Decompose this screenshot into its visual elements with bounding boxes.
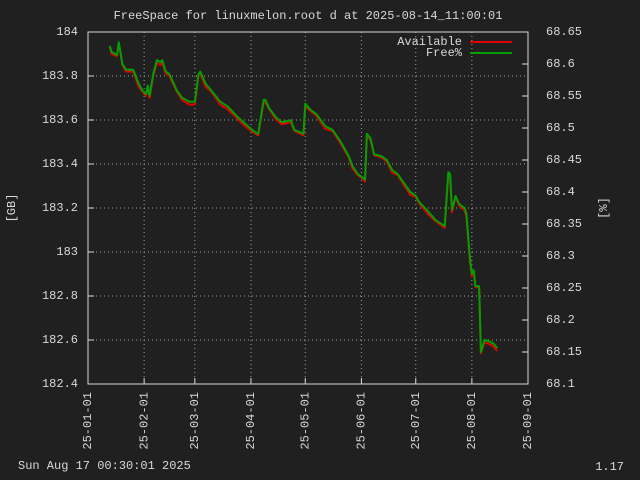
series-line: [108, 42, 498, 355]
x-tick-label: 25-06-01: [355, 392, 369, 450]
series-line: [108, 41, 498, 353]
x-tick-label: 25-09-01: [521, 392, 535, 450]
y-tick-label: 182.6: [42, 333, 78, 347]
y-tick-label: 183.6: [42, 113, 78, 127]
x-tick-label: 25-04-01: [244, 392, 258, 450]
y2-tick-label: 68.2: [546, 313, 575, 327]
y2-tick-label: 68.1: [546, 377, 575, 391]
x-tick-label: 25-01-01: [81, 392, 95, 450]
legend-label: Free%: [426, 46, 463, 60]
x-tick-label: 25-03-01: [188, 392, 202, 450]
y-tick-label: 184: [56, 25, 78, 39]
y-tick-label: 182.8: [42, 289, 78, 303]
timestamp: Sun Aug 17 00:30:01 2025: [18, 459, 191, 473]
version: 1.17: [595, 460, 624, 474]
y2-tick-label: 68.3: [546, 249, 575, 263]
y-tick-label: 183.8: [42, 69, 78, 83]
x-tick-label: 25-05-01: [298, 392, 312, 450]
y-tick-label: 183.4: [42, 157, 78, 171]
y2-tick-label: 68.6: [546, 57, 575, 71]
y-axis-label: [GB]: [5, 194, 19, 223]
y2-tick-label: 68.65: [546, 25, 582, 39]
x-tick-label: 25-02-01: [137, 392, 151, 450]
y2-tick-label: 68.55: [546, 89, 582, 103]
y2-axis-label: [%]: [597, 197, 611, 219]
x-tick-label: 25-07-01: [409, 392, 423, 450]
y-tick-label: 182.4: [42, 377, 78, 391]
y2-tick-label: 68.45: [546, 153, 582, 167]
y2-tick-label: 68.4: [546, 185, 575, 199]
y-tick-label: 183.2: [42, 201, 78, 215]
y2-tick-label: 68.5: [546, 121, 575, 135]
y2-tick-label: 68.15: [546, 345, 582, 359]
chart-title: FreeSpace for linuxmelon.root d at 2025-…: [114, 9, 503, 23]
plot-border: [87, 31, 529, 385]
x-tick-label: 25-08-01: [465, 392, 479, 450]
y2-tick-label: 68.25: [546, 281, 582, 295]
legend-label: Available: [397, 35, 462, 49]
y-tick-label: 183: [56, 245, 78, 259]
y2-tick-label: 68.35: [546, 217, 582, 231]
